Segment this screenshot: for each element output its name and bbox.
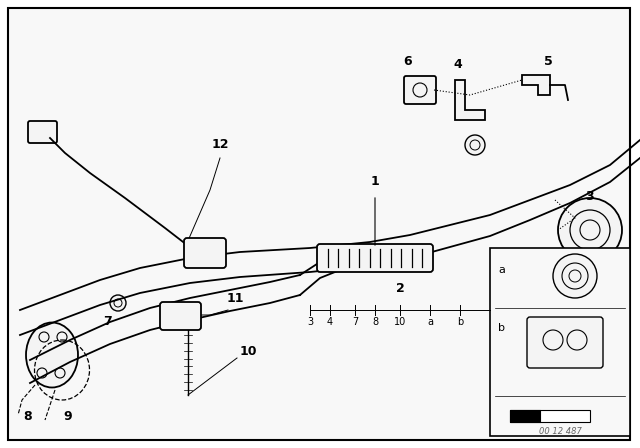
Text: a: a [427,317,433,327]
Polygon shape [455,80,485,120]
Text: 11: 11 [227,292,244,305]
Ellipse shape [26,323,78,388]
Circle shape [562,263,588,289]
Text: 1: 1 [371,175,380,188]
Circle shape [465,135,485,155]
Text: 6: 6 [404,55,412,68]
Circle shape [413,83,427,97]
Circle shape [114,299,122,307]
Text: 4: 4 [327,317,333,327]
Circle shape [580,220,600,240]
Circle shape [57,332,67,342]
Circle shape [553,254,597,298]
Bar [490,248,630,436]
Text: 2: 2 [396,282,404,295]
Circle shape [569,270,581,282]
Circle shape [570,210,610,250]
Circle shape [39,332,49,342]
Text: 8: 8 [24,410,32,423]
Circle shape [567,330,587,350]
Text: 7: 7 [104,315,113,328]
Text: 4: 4 [454,58,462,71]
FancyBboxPatch shape [317,244,433,272]
FancyBboxPatch shape [160,302,201,330]
Text: 10: 10 [394,317,406,327]
Polygon shape [522,75,550,95]
Text: 9: 9 [64,410,72,423]
Circle shape [55,368,65,378]
Text: a: a [498,265,505,275]
Text: 12: 12 [211,138,228,151]
Circle shape [37,368,47,378]
Circle shape [543,330,563,350]
Text: 10: 10 [239,345,257,358]
FancyBboxPatch shape [184,238,226,268]
Bar [510,410,540,422]
Bar [510,410,590,422]
Text: 3: 3 [307,317,313,327]
Text: 8: 8 [372,317,378,327]
Text: b: b [457,317,463,327]
Text: b: b [498,323,505,333]
FancyBboxPatch shape [404,76,436,104]
Text: 00 12 487: 00 12 487 [539,426,581,435]
Text: 7: 7 [352,317,358,327]
Text: 3: 3 [586,190,595,203]
Text: 5: 5 [543,55,552,68]
Circle shape [470,140,480,150]
Circle shape [558,198,622,262]
Circle shape [110,295,126,311]
FancyBboxPatch shape [527,317,603,368]
FancyBboxPatch shape [28,121,57,143]
